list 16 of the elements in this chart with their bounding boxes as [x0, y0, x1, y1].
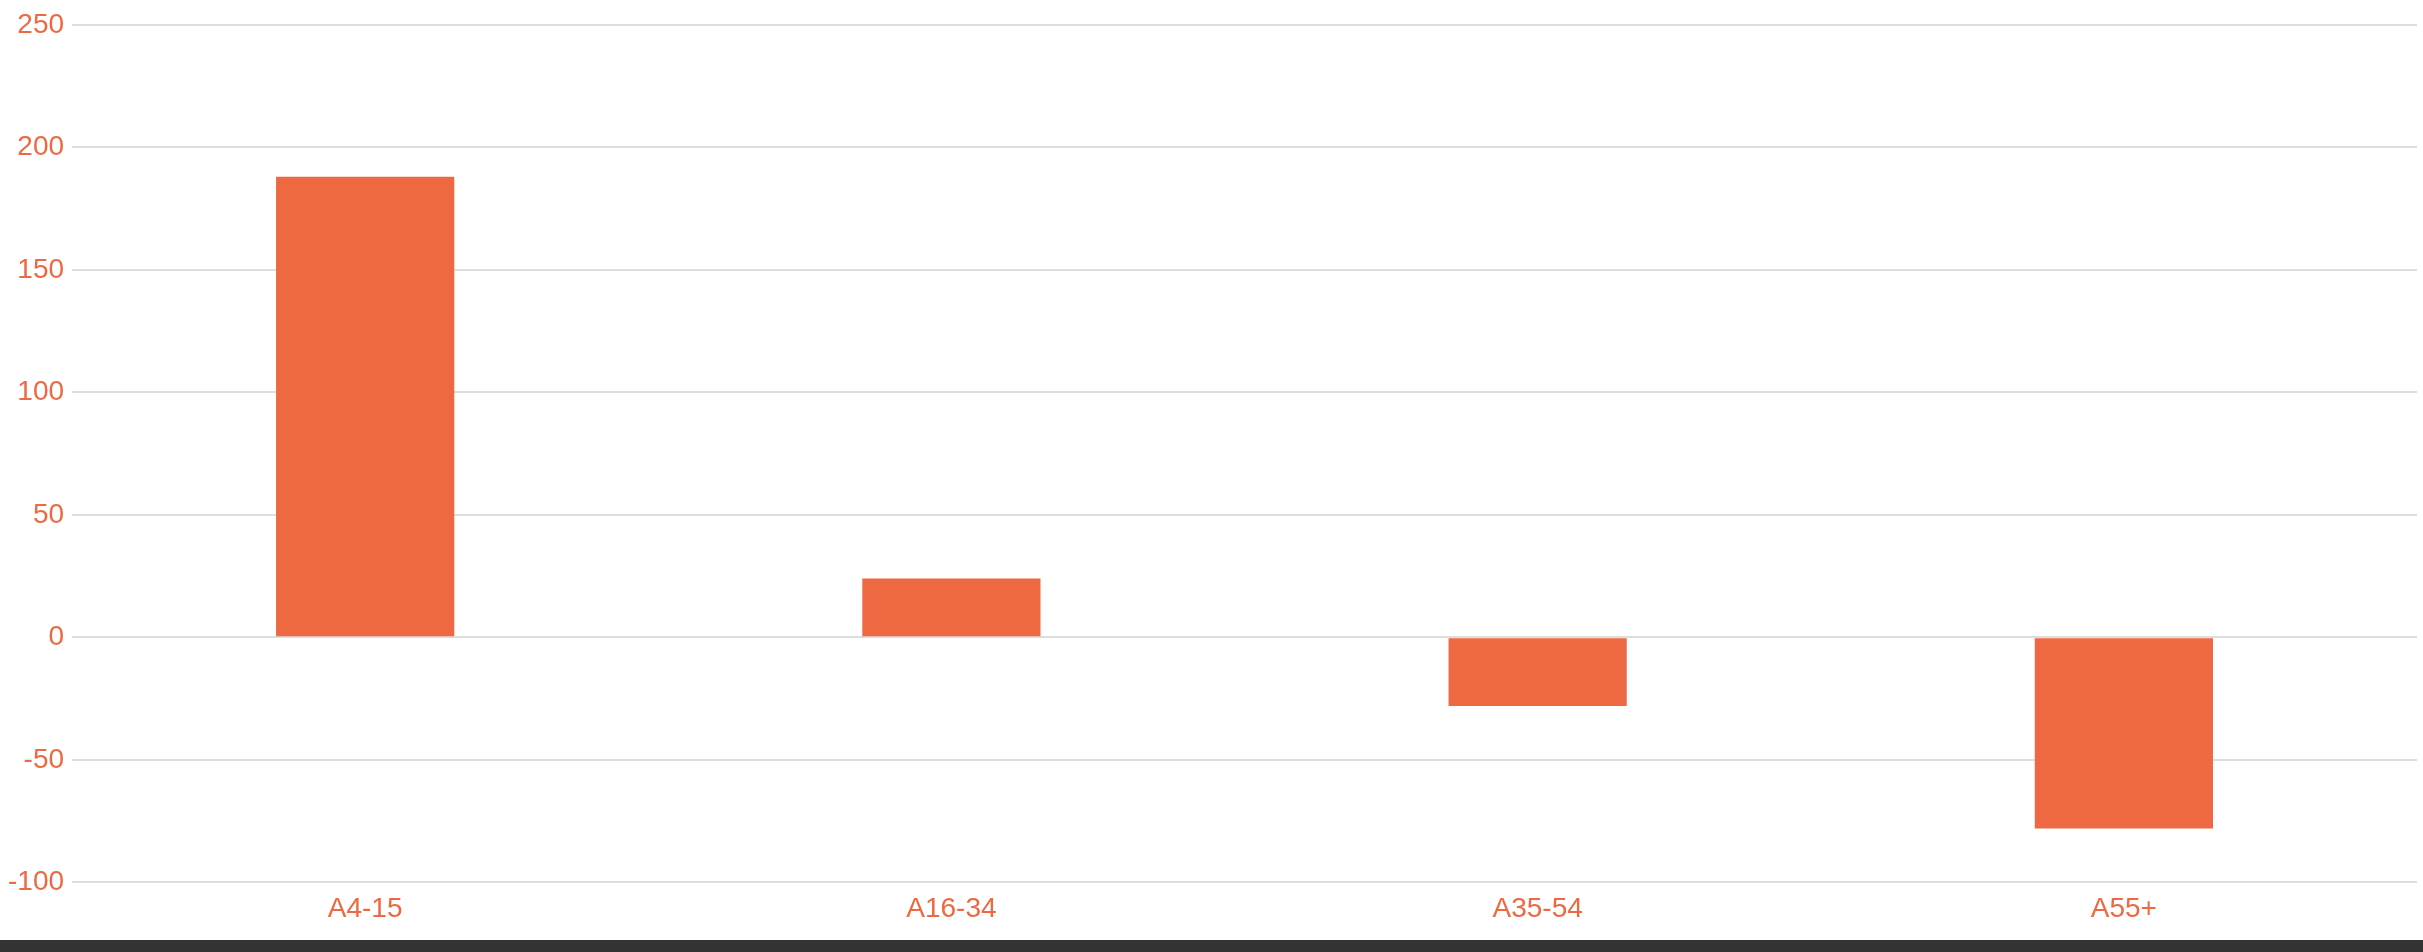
y-tick-label: 100: [17, 375, 65, 407]
y-tick-label: 0: [48, 620, 65, 652]
y-tick-label: -50: [23, 742, 65, 774]
x-tick-label: A16-34: [906, 891, 997, 923]
bar: [862, 578, 1041, 637]
x-tick-label: A55+: [2090, 891, 2157, 923]
y-tick-label: 50: [32, 497, 65, 529]
y-tick-label: 250: [17, 7, 65, 39]
bar: [2034, 638, 2213, 829]
bar: [276, 176, 455, 637]
x-tick-label: A35-54: [1492, 891, 1583, 923]
y-tick-label: 150: [17, 252, 65, 284]
y-tick-label: -100: [7, 865, 65, 897]
y-tick-label: 200: [17, 130, 65, 162]
x-tick-label: A4-15: [327, 891, 403, 923]
bar: [1448, 638, 1627, 706]
